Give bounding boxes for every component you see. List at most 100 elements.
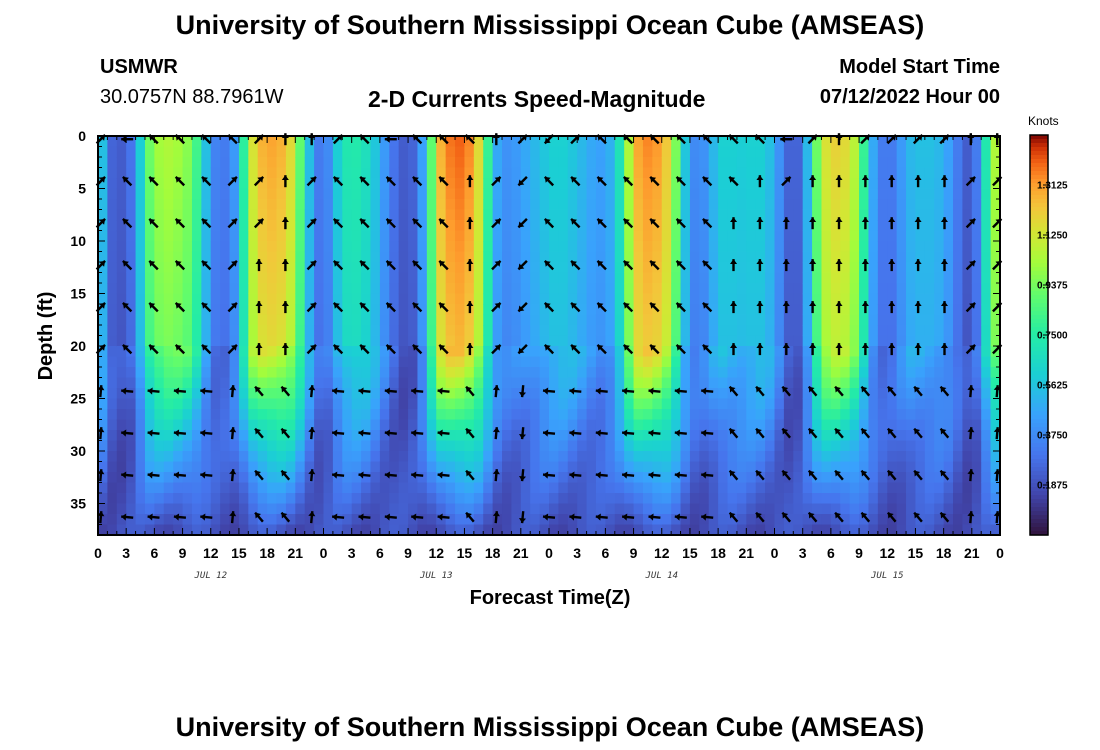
heatmap-cell	[877, 157, 888, 169]
heatmap-cell	[765, 293, 776, 305]
heatmap-cell	[191, 503, 202, 515]
heatmap-cell	[220, 524, 231, 536]
heatmap-cell	[981, 482, 992, 494]
current-arrow-head	[229, 427, 237, 433]
heatmap-cell	[624, 199, 635, 211]
heatmap-cell	[877, 304, 888, 316]
heatmap-cell	[445, 451, 456, 463]
heatmap-cell	[840, 283, 851, 295]
heatmap-cell	[614, 419, 625, 431]
heatmap-cell	[821, 503, 832, 515]
heatmap-cell	[351, 451, 362, 463]
heatmap-cell	[549, 346, 559, 358]
heatmap-cell	[342, 136, 353, 148]
current-arrow-head	[967, 427, 975, 433]
heatmap-cell	[229, 178, 240, 190]
heatmap-cell	[727, 325, 738, 337]
heatmap-cell	[135, 461, 146, 473]
heatmap-cell	[323, 419, 334, 431]
heatmap-cell	[257, 440, 268, 452]
heatmap-cell	[530, 398, 541, 410]
heatmap-cell	[464, 272, 475, 284]
heatmap-cell	[361, 188, 372, 200]
current-arrow	[280, 511, 291, 523]
heatmap-cell	[859, 388, 870, 400]
heatmap-cell	[379, 356, 390, 368]
current-arrow-head	[808, 512, 815, 519]
heatmap-cell	[962, 146, 973, 158]
heatmap-cell	[661, 146, 672, 158]
heatmap-cell	[351, 209, 362, 221]
heatmap-cell	[849, 377, 860, 389]
heatmap-cell	[304, 472, 315, 484]
heatmap-cell	[220, 419, 231, 431]
current-arrow	[281, 301, 289, 314]
heatmap-cell	[135, 503, 146, 515]
heatmap-cell	[389, 188, 400, 200]
heatmap-cell	[633, 367, 644, 379]
heatmap-cell	[567, 482, 578, 494]
heatmap-cell	[257, 220, 268, 232]
heatmap-cell	[445, 167, 456, 179]
heatmap-cell	[144, 241, 155, 253]
heatmap-cell	[483, 377, 494, 389]
heatmap-cell	[314, 178, 325, 190]
heatmap-cell	[332, 482, 343, 494]
current-arrow	[939, 469, 950, 481]
heatmap-cell	[605, 293, 616, 305]
heatmap-cell	[304, 524, 315, 536]
heatmap-cell	[671, 167, 682, 179]
heatmap-cell	[98, 514, 108, 526]
heatmap-cell	[812, 167, 823, 179]
heatmap-cell	[765, 304, 776, 316]
heatmap-cell	[314, 451, 325, 463]
heatmap-cell	[708, 472, 719, 484]
heatmap-cell	[332, 146, 343, 158]
heatmap-cell	[990, 388, 1001, 400]
heatmap-cell	[840, 482, 851, 494]
heatmap-cell	[323, 293, 334, 305]
heatmap-cell	[520, 377, 531, 389]
heatmap-cell	[624, 335, 635, 347]
heatmap-cell	[285, 293, 296, 305]
heatmap-cell	[605, 220, 616, 232]
heatmap-cell	[295, 388, 306, 400]
heatmap-cell	[642, 251, 653, 263]
heatmap-cell	[182, 136, 193, 148]
heatmap-cell	[746, 199, 757, 211]
heatmap-cell	[163, 157, 174, 169]
heatmap-cell	[257, 377, 268, 389]
current-arrow-head	[384, 471, 390, 479]
heatmap-cell	[436, 398, 447, 410]
heatmap-cell	[248, 430, 259, 442]
current-arrow	[596, 176, 607, 187]
heatmap-cell	[464, 209, 475, 221]
current-arrow	[412, 302, 423, 313]
current-arrow	[888, 259, 896, 272]
heatmap-cell	[605, 304, 616, 316]
heatmap-cell	[746, 419, 757, 431]
heatmap-cell	[473, 262, 484, 274]
heatmap-cell	[774, 356, 785, 368]
heatmap-cell	[915, 136, 926, 148]
heatmap-cell	[830, 440, 841, 452]
heatmap-cell	[614, 272, 625, 284]
heatmap-cell	[276, 325, 287, 337]
heatmap-cell	[154, 440, 165, 452]
heatmap-cell	[201, 451, 212, 463]
heatmap-cell	[361, 241, 372, 253]
heatmap-cell	[98, 524, 108, 536]
heatmap-cell	[934, 514, 945, 526]
current-arrow	[229, 385, 237, 398]
heatmap-cell	[492, 419, 503, 431]
heatmap-cell	[680, 430, 691, 442]
current-arrow	[173, 471, 187, 479]
heatmap-cell	[746, 262, 757, 274]
heatmap-cell	[173, 356, 184, 368]
heatmap-cell	[267, 188, 278, 200]
heatmap-cell	[868, 335, 879, 347]
heatmap-cell	[981, 440, 992, 452]
heatmap-cell	[765, 367, 776, 379]
heatmap-cell	[520, 461, 531, 473]
heatmap-cell	[586, 136, 597, 148]
